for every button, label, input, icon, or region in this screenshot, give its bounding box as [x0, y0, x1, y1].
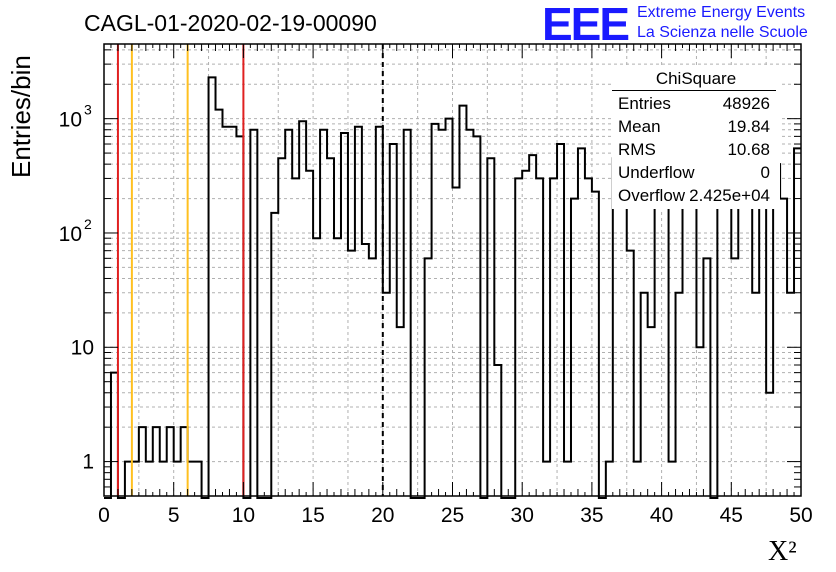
x-tick-label: 40 — [650, 504, 673, 527]
x-tick-label: 10 — [232, 504, 255, 527]
y-axis-label: Entries/bin — [6, 55, 36, 178]
stats-row-overflow: Overflow 2.425e+04 — [618, 186, 770, 205]
x-tick-label: 30 — [511, 504, 534, 527]
plot-title: CAGL-01-2020-02-19-00090 — [84, 10, 377, 36]
x-axis-label: X² — [768, 536, 797, 567]
y-tick-label: 10 — [71, 336, 94, 359]
stats-row-underflow: Underflow 0 — [618, 163, 770, 182]
stats-row-mean: Mean 19.84 — [618, 117, 770, 136]
y-tick-label-exp: 3 — [84, 102, 92, 118]
y-tick-label: 1 — [82, 451, 94, 474]
x-tick-label: 5 — [168, 504, 180, 527]
logo-line-1: Extreme Energy Events — [637, 4, 806, 21]
y-tick-label: 10 — [59, 109, 82, 132]
x-tick-label: 45 — [720, 504, 743, 527]
stats-row-rms: RMS 10.68 — [618, 140, 770, 159]
stats-box: ChiSquare Entries 48926 Mean 19.84 RMS 10.6… — [612, 67, 780, 209]
eee-logo: EEE — [542, 0, 630, 50]
x-tick-label: 0 — [98, 504, 110, 527]
x-tick-label: 25 — [441, 504, 464, 527]
x-tick-label: 35 — [580, 504, 603, 527]
x-tick-label: 15 — [301, 504, 324, 527]
logo-line-2: La Scienza nelle Scuole — [637, 24, 808, 41]
y-tick-label-exp: 2 — [84, 216, 92, 232]
x-tick-label: 50 — [789, 504, 812, 527]
stats-title: ChiSquare — [655, 69, 737, 88]
stats-row-entries: Entries 48926 — [618, 94, 770, 113]
x-tick-label: 20 — [371, 504, 394, 527]
y-tick-label: 10 — [59, 223, 82, 246]
